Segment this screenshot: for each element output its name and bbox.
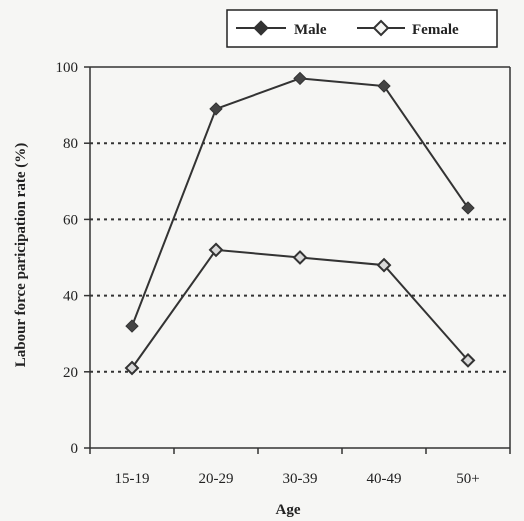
female-point-50+ bbox=[460, 352, 476, 368]
male-point-20-29 bbox=[209, 102, 223, 116]
x-tick-label: 20-29 bbox=[199, 471, 234, 487]
series-group bbox=[124, 71, 476, 376]
male-point-50+ bbox=[461, 201, 475, 215]
female-point-20-29 bbox=[208, 242, 224, 258]
legend-female-marker-icon bbox=[372, 19, 390, 37]
y-tick-label: 80 bbox=[63, 136, 78, 152]
male-point-40-49 bbox=[377, 79, 391, 93]
x-axis-title: Age bbox=[276, 502, 301, 518]
x-tick-label: 30-39 bbox=[283, 471, 318, 487]
male-point-15-19 bbox=[125, 319, 139, 333]
y-tick-label: 40 bbox=[63, 289, 78, 305]
male-line bbox=[131, 77, 469, 327]
x-tick-labels: 15-19 20-29 30-39 40-49 50+ bbox=[115, 471, 480, 487]
male-point-30-39 bbox=[293, 71, 307, 86]
y-tick-label: 60 bbox=[63, 212, 78, 228]
legend: Male Female bbox=[226, 9, 498, 48]
legend-female-label: Female bbox=[412, 22, 459, 38]
gridlines bbox=[90, 142, 510, 373]
legend-male-label: Male bbox=[294, 22, 327, 38]
female-line bbox=[131, 248, 469, 369]
x-tick-label: 50+ bbox=[456, 471, 479, 487]
female-point-15-19 bbox=[124, 360, 140, 376]
y-tick-label: 20 bbox=[63, 365, 78, 381]
y-tick-label: 0 bbox=[71, 441, 79, 457]
female-point-40-49 bbox=[376, 257, 392, 273]
y-tick-label: 100 bbox=[56, 60, 79, 76]
y-tick-labels: 0 20 40 60 80 100 bbox=[56, 60, 79, 457]
x-tick-label: 40-49 bbox=[367, 471, 402, 487]
x-tick-label: 15-19 bbox=[115, 471, 150, 487]
axes bbox=[84, 66, 511, 454]
legend-male-marker-icon bbox=[253, 20, 269, 36]
y-axis-title: Labour force paricipation rate (%) bbox=[13, 143, 29, 367]
female-point-30-39 bbox=[292, 250, 308, 265]
